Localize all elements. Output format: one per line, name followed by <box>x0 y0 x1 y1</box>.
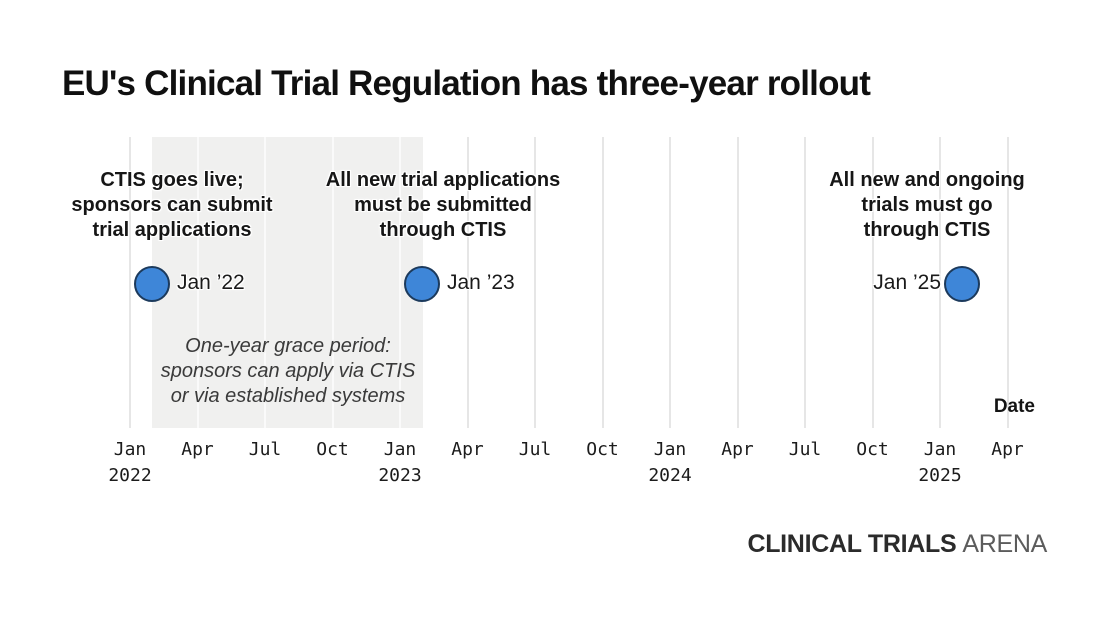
event-date-label: Jan ’22 <box>177 271 245 294</box>
gridline <box>264 137 266 428</box>
x-axis-tick-label: Jul <box>771 439 839 461</box>
event-date-label: Jan ’25 <box>873 271 941 294</box>
tick-month-label: Apr <box>991 439 1024 460</box>
annotation-line: CTIS goes live; <box>100 169 244 191</box>
tick-month-label: Oct <box>586 439 619 460</box>
tick-month-label: Apr <box>721 439 754 460</box>
event-date-label: Jan ’23 <box>447 271 515 294</box>
x-axis-tick-label: Jan 2022 <box>96 439 164 487</box>
gridline <box>1006 137 1009 428</box>
tick-month-label: Jan <box>383 439 417 460</box>
tick-month-label: Apr <box>181 439 214 460</box>
grace-note-line: One-year grace period: <box>185 335 391 357</box>
gridline <box>871 137 874 428</box>
x-axis-tick-label: Apr <box>434 439 502 461</box>
x-axis-tick-label: Apr <box>974 439 1042 461</box>
gridline <box>399 137 401 428</box>
event-annotation-jan22: CTIS goes live; sponsors can submit tria… <box>42 168 302 243</box>
tick-year-label: 2023 <box>378 465 422 486</box>
tick-month-label: Jul <box>248 439 282 460</box>
x-axis-tick-label: Oct <box>569 439 637 461</box>
tick-month-label: Jan <box>923 439 957 460</box>
x-axis-tick-label: Jul <box>231 439 299 461</box>
annotation-line: trial applications <box>92 219 252 241</box>
annotation-line: through CTIS <box>863 219 991 241</box>
tick-month-label: Oct <box>856 439 889 460</box>
tick-year-label: 2025 <box>918 465 962 486</box>
tick-month-label: Jan <box>113 439 147 460</box>
annotation-line: All new and ongoing <box>829 169 1025 191</box>
tick-month-label: Jul <box>518 439 552 460</box>
x-axis-tick-label: Oct <box>299 439 367 461</box>
tick-month-label: Oct <box>316 439 349 460</box>
annotation-line: sponsors can submit <box>71 194 273 216</box>
annotation-line: All new trial applications <box>325 169 561 191</box>
event-marker-jan22 <box>134 266 170 302</box>
x-axis-tick-label: Jul <box>501 439 569 461</box>
event-marker-jan23 <box>404 266 440 302</box>
annotation-line: through CTIS <box>379 219 507 241</box>
gridline <box>736 137 739 428</box>
x-axis-tick-label: Jan 2025 <box>906 439 974 487</box>
x-axis-tick-label: Jan 2024 <box>636 439 704 487</box>
gridline <box>466 137 469 428</box>
gridline <box>939 137 941 428</box>
gridline <box>196 137 199 428</box>
x-axis-tick-label: Apr <box>164 439 232 461</box>
event-annotation-jan25: All new and ongoing trials must go throu… <box>797 168 1057 243</box>
gridline <box>601 137 604 428</box>
tick-year-label: 2024 <box>648 465 692 486</box>
brand-footer: CLINICAL TRIALS ARENA <box>747 530 1047 559</box>
event-marker-jan25 <box>944 266 980 302</box>
gridline <box>129 137 131 428</box>
gridline <box>331 137 334 428</box>
grace-period-note: One-year grace period: sponsors can appl… <box>133 334 443 409</box>
tick-month-label: Apr <box>451 439 484 460</box>
tick-month-label: Jul <box>788 439 822 460</box>
brand-primary: CLINICAL TRIALS <box>747 530 957 558</box>
x-axis-title: Date <box>993 396 1035 417</box>
grace-note-line: sponsors can apply via CTIS <box>160 360 416 382</box>
x-axis-tick-label: Apr <box>704 439 772 461</box>
x-axis: Jan 2022 Apr Jul Oct Jan 2023 Apr Jul Oct Jan 2024 A… <box>0 439 1097 499</box>
tick-year-label: 2022 <box>108 465 152 486</box>
chart-title: EU's Clinical Trial Regulation has three… <box>62 64 871 103</box>
event-annotation-jan23: All new trial applications must be submi… <box>313 168 573 243</box>
gridline <box>669 137 671 428</box>
plot-area <box>0 137 1097 428</box>
x-axis-tick-label: Jan 2023 <box>366 439 434 487</box>
brand-secondary: ARENA <box>962 530 1047 558</box>
grace-note-line: or via established systems <box>170 385 406 407</box>
gridline <box>534 137 536 428</box>
tick-month-label: Jan <box>653 439 687 460</box>
gridline <box>804 137 806 428</box>
annotation-line: must be submitted <box>354 194 532 216</box>
annotation-line: trials must go <box>861 194 993 216</box>
x-axis-tick-label: Oct <box>839 439 907 461</box>
